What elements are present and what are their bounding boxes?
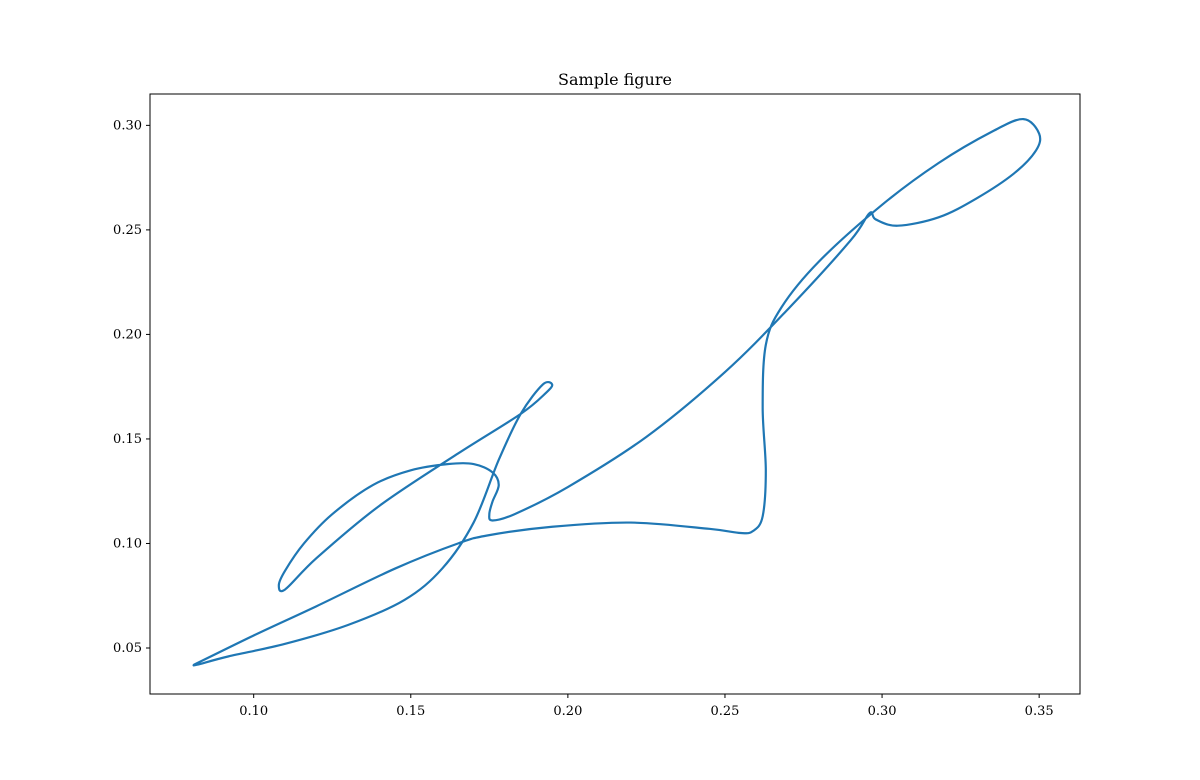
y-tick-label: 0.15 [113, 432, 142, 447]
x-tick-label: 0.35 [1025, 704, 1054, 719]
chart-title: Sample figure [558, 70, 672, 89]
y-tick-label: 0.25 [113, 223, 142, 238]
plot-frame [149, 93, 1081, 695]
series-layer [192, 117, 1042, 667]
y-axis: 0.05 0.10 0.15 0.20 0.25 0.30 [113, 118, 150, 656]
y-tick-label: 0.20 [113, 327, 142, 342]
y-tick-label: 0.30 [113, 118, 142, 133]
x-tick-label: 0.30 [868, 704, 897, 719]
x-tick-label: 0.10 [239, 704, 268, 719]
y-tick-label: 0.05 [113, 641, 142, 656]
y-tick-label: 0.10 [113, 536, 142, 551]
x-tick-label: 0.25 [710, 704, 739, 719]
x-tick-label: 0.15 [396, 704, 425, 719]
x-axis: 0.10 0.15 0.20 0.25 0.30 0.35 [239, 694, 1054, 719]
x-tick-label: 0.20 [553, 704, 582, 719]
series-line-0 [192, 117, 1042, 667]
